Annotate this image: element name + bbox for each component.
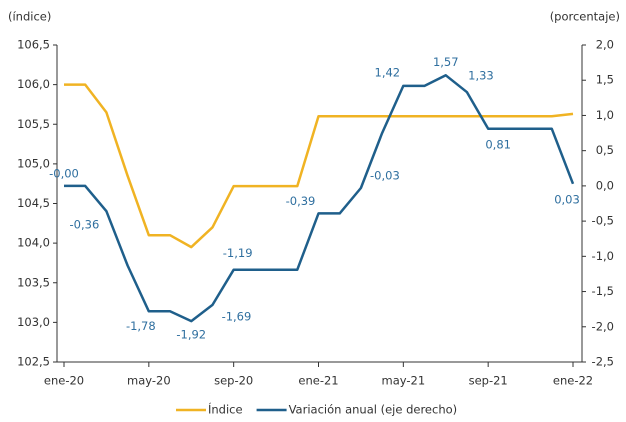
y2-tick-label: 0,0 <box>596 178 614 192</box>
data-label: -1,19 <box>223 246 253 260</box>
data-label: 1,42 <box>375 65 401 79</box>
data-label: 1,33 <box>468 69 494 83</box>
x-tick-label: ene-22 <box>553 374 593 388</box>
data-label: -1,69 <box>222 309 252 323</box>
y-tick-label: 104,5 <box>17 196 50 210</box>
y-tick-label: 103,5 <box>17 275 50 289</box>
data-label: 1,57 <box>433 55 459 69</box>
y2-axis-label: (porcentaje) <box>550 10 620 24</box>
x-tick-label: ene-20 <box>44 374 84 388</box>
x-tick-label: ene-21 <box>298 374 338 388</box>
data-label: -0,00 <box>49 166 79 180</box>
y-axis-label: (índice) <box>8 10 51 24</box>
x-tick-label: may-20 <box>127 374 171 388</box>
y-tick-label: 102,5 <box>17 355 50 369</box>
data-label: -0,36 <box>70 218 100 232</box>
y2-tick-label: -2,0 <box>592 319 614 333</box>
series-line <box>64 83 574 249</box>
data-label: -1,92 <box>176 328 206 342</box>
y2-tick-label: -2,5 <box>592 355 614 369</box>
y-tick-label: 105,0 <box>17 156 50 170</box>
data-label: 0,81 <box>485 137 511 151</box>
series-line <box>64 74 575 323</box>
data-label: -0,39 <box>286 194 316 208</box>
x-tick-label: sep-20 <box>214 374 253 388</box>
data-label: 0,03 <box>554 192 580 206</box>
y-tick-label: 104,0 <box>17 236 50 250</box>
y2-tick-label: 1,5 <box>596 73 614 87</box>
y2-tick-label: -1,0 <box>592 249 614 263</box>
legend-label: Variación anual (eje derecho) <box>289 403 458 417</box>
x-tick-label: sep-21 <box>469 374 508 388</box>
y-tick-label: 105,5 <box>17 117 50 131</box>
legend-label: Índice <box>208 402 243 417</box>
y2-tick-label: 1,0 <box>596 108 614 122</box>
y2-tick-label: -0,5 <box>592 214 614 228</box>
y2-tick-label: 0,5 <box>596 143 614 157</box>
data-label: -1,78 <box>126 319 156 333</box>
y-tick-label: 103,0 <box>17 315 50 329</box>
x-tick-label: may-21 <box>382 374 426 388</box>
y-tick-label: 106,5 <box>17 38 50 52</box>
y2-tick-label: 2,0 <box>596 38 614 52</box>
data-label: -0,03 <box>370 169 400 183</box>
y-tick-label: 106,0 <box>17 77 50 91</box>
y2-tick-label: -1,5 <box>592 284 614 298</box>
